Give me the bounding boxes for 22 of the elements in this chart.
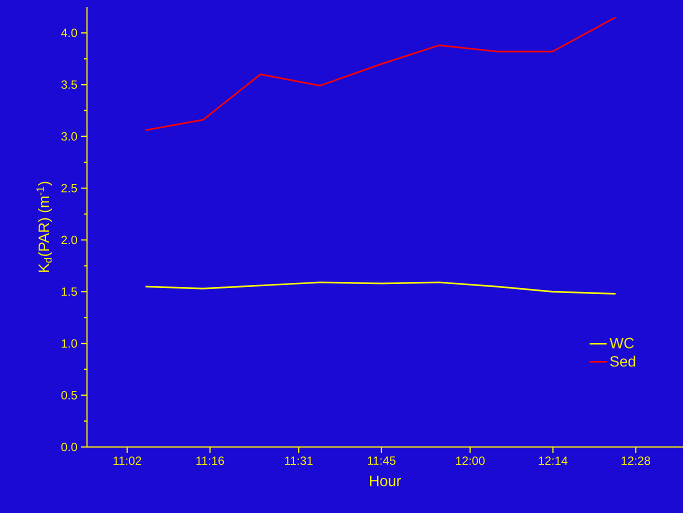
y-tick-label: 0.5 (61, 391, 77, 400)
y-tick-label: 2.5 (61, 184, 77, 192)
y-tick-label: 2.0 (61, 236, 78, 244)
y-axis-title: K$_{d}$(PAR) (m$^{-1}$) (36, 182, 52, 272)
x-tick-label: 12:14 (538, 456, 568, 465)
x-tick-label: 12:28 (622, 456, 650, 465)
line-series (144, 282, 616, 295)
y-tick-label: 1.5 (62, 288, 77, 296)
x-tick-label: 11:45 (368, 456, 396, 465)
line-series (144, 16, 616, 131)
x-tick-label: 11:31 (285, 456, 313, 465)
legend-label: Sed (610, 356, 636, 367)
x-axis-title: Hour (370, 476, 401, 486)
y-tick-label: 0.0 (61, 442, 78, 452)
x-tick-label: 12:00 (456, 456, 485, 465)
y-tick-label: 4.0 (61, 28, 78, 38)
x-tick-label: 11:02 (114, 456, 142, 465)
y-tick-label: 1.0 (62, 339, 78, 348)
legend-label: WC (610, 338, 634, 348)
y-tick-label: 3.5 (61, 80, 77, 89)
x-tick-label: 11:16 (196, 456, 224, 465)
y-tick-label: 3.0 (61, 132, 78, 141)
